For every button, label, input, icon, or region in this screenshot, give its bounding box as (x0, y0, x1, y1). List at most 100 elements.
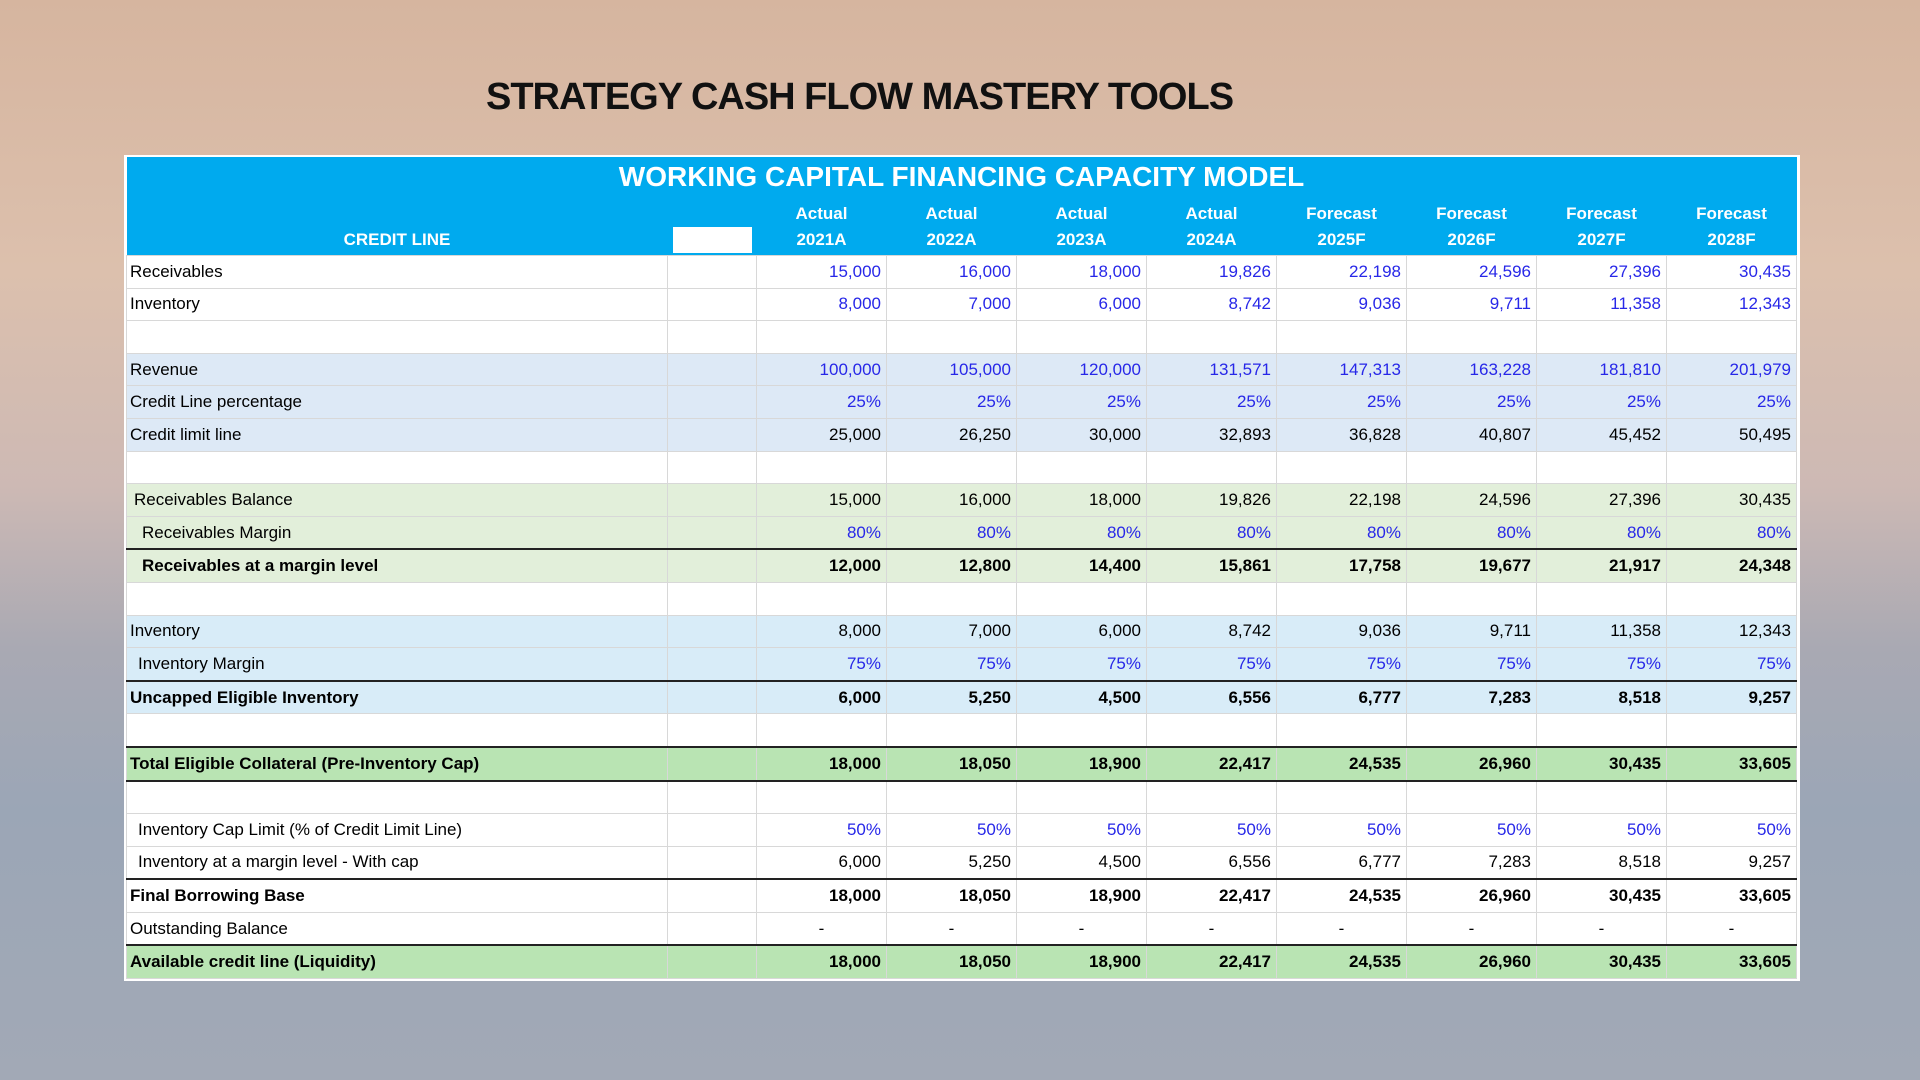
blank-cell (756, 713, 887, 748)
value-cell: 18,900 (1016, 745, 1147, 782)
value-cell: 22,198 (1276, 255, 1407, 289)
column-kind: Actual (925, 204, 978, 223)
column-period: 2021A (796, 230, 847, 249)
blank-cell (1146, 320, 1277, 354)
value-cell: 80% (1146, 515, 1277, 550)
row-label: Available credit line (Liquidity) (126, 944, 668, 980)
value-cell: 80% (1666, 515, 1797, 550)
data-row: Inventory 8,000 7,000 6,000 8,742 9,036 9,711 1… (126, 614, 1797, 649)
value-cell: 50% (1276, 813, 1407, 847)
value-cell: 6,000 (756, 845, 887, 880)
value-cell: 18,900 (1016, 878, 1147, 913)
blank-cell (1536, 450, 1667, 485)
value-cell: 50% (1536, 813, 1667, 847)
value-cell: 25% (1276, 385, 1407, 419)
spreadsheet: WORKING CAPITAL FINANCING CAPACITY MODEL… (124, 155, 1800, 982)
column-period: 2023A (1056, 230, 1107, 249)
value-cell: 131,571 (1146, 352, 1277, 387)
value-cell: 75% (1016, 647, 1147, 682)
value-cell: 18,000 (756, 745, 887, 782)
value-cell: 26,960 (1406, 944, 1537, 980)
value-cell: 25% (886, 385, 1017, 419)
value-cell: 30,435 (1536, 944, 1667, 980)
value-cell: 75% (886, 647, 1017, 682)
column-header: Actual 2021A (756, 197, 887, 256)
value-cell: 25% (756, 385, 887, 419)
blank-cell (1536, 581, 1667, 616)
blank-box (672, 227, 752, 253)
blank-cell (1406, 779, 1537, 815)
value-cell: 75% (1666, 647, 1797, 682)
blank-cell (667, 515, 757, 550)
value-cell: 8,000 (756, 287, 887, 322)
data-row: Final Borrowing Base 18,000 18,050 18,900 22… (126, 878, 1797, 913)
value-cell: 15,000 (756, 483, 887, 517)
row-label: Credit Line percentage (126, 385, 668, 419)
value-cell: 7,000 (886, 614, 1017, 649)
column-kind: Actual (1185, 204, 1238, 223)
row-label: Inventory at a margin level - With cap (126, 845, 668, 880)
blank-cell (667, 385, 757, 419)
data-row: Inventory 8,000 7,000 6,000 8,742 9,036 9,711 1… (126, 287, 1797, 322)
blank-cell (1666, 713, 1797, 748)
blank-cell (667, 713, 757, 748)
value-cell: 8,742 (1146, 614, 1277, 649)
row-label: Revenue (126, 352, 668, 387)
value-cell: 75% (756, 647, 887, 682)
value-cell: 25% (1146, 385, 1277, 419)
blank-cell (667, 647, 757, 682)
data-row: Inventory Cap Limit (% of Credit Limit L… (126, 813, 1797, 847)
blank-row (126, 713, 1797, 748)
blank-cell (756, 779, 887, 815)
blank-cell (1666, 320, 1797, 354)
value-cell: 27,396 (1536, 255, 1667, 289)
value-cell: 24,596 (1406, 483, 1537, 517)
column-header: Actual 2022A (886, 197, 1017, 256)
value-cell: 120,000 (1016, 352, 1147, 387)
blank-cell (1276, 450, 1407, 485)
value-cell: 80% (756, 515, 887, 550)
column-header: Forecast 2028F (1666, 197, 1797, 256)
value-cell: 6,000 (1016, 614, 1147, 649)
value-cell: 80% (1276, 515, 1407, 550)
value-cell: 75% (1146, 647, 1277, 682)
value-cell: 12,343 (1666, 287, 1797, 322)
row-label: Uncapped Eligible Inventory (126, 679, 668, 715)
value-cell: - (1146, 911, 1277, 946)
value-cell: 9,711 (1406, 287, 1537, 322)
value-cell: 80% (886, 515, 1017, 550)
blank-cell (667, 614, 757, 649)
blank-cell (1146, 713, 1277, 748)
value-cell: 30,435 (1536, 745, 1667, 782)
blank-cell (667, 255, 757, 289)
value-cell: 30,435 (1536, 878, 1667, 913)
value-cell: 75% (1276, 647, 1407, 682)
value-cell: 18,000 (756, 878, 887, 913)
data-row: Revenue 100,000 105,000 120,000 131,571 147,3… (126, 352, 1797, 387)
blank-cell (1016, 581, 1147, 616)
blank-cell (667, 450, 757, 485)
value-cell: 6,556 (1146, 679, 1277, 715)
value-cell: 8,000 (756, 614, 887, 649)
blank-cell (667, 417, 757, 452)
value-cell: 50% (756, 813, 887, 847)
value-cell: 7,283 (1406, 845, 1537, 880)
value-cell: 25% (1016, 385, 1147, 419)
value-cell: 100,000 (756, 352, 887, 387)
data-row: Outstanding Balance - - - - - - - - (126, 911, 1797, 946)
value-cell: 16,000 (886, 255, 1017, 289)
blank-cell (667, 779, 757, 815)
blank-cell (886, 713, 1017, 748)
blank-cell (126, 779, 668, 815)
blank-cell (667, 287, 757, 322)
blank-cell (1406, 450, 1537, 485)
blank-cell (1666, 581, 1797, 616)
value-cell: 36,828 (1276, 417, 1407, 452)
column-header: Forecast 2026F (1406, 197, 1537, 256)
column-period: 2028F (1707, 230, 1756, 249)
data-row: Inventory at a margin level - With cap 6,… (126, 845, 1797, 880)
value-cell: 19,677 (1406, 548, 1537, 583)
blank-cell (886, 320, 1017, 354)
blank-cell (756, 320, 887, 354)
